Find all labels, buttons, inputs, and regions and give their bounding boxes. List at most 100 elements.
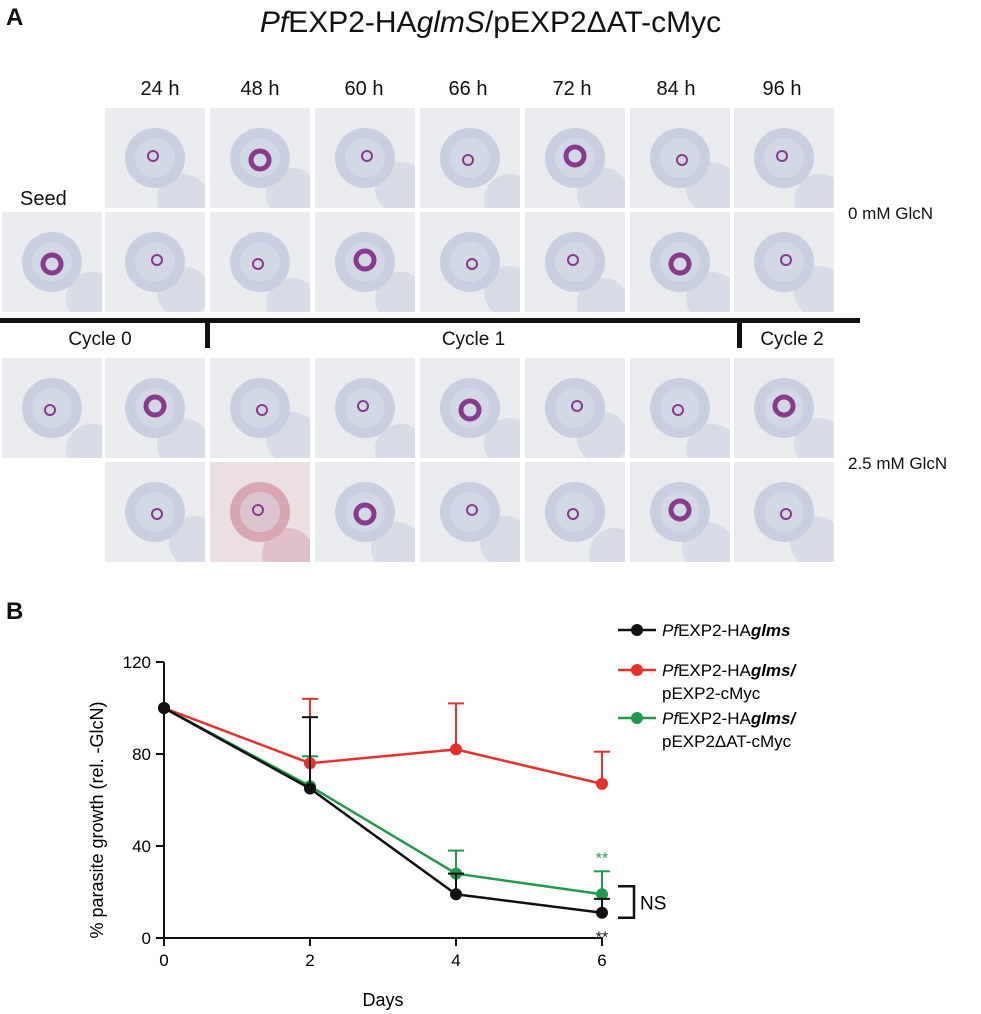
micrograph-tile [105, 462, 205, 562]
data-point [158, 702, 170, 714]
data-point [596, 777, 608, 790]
red-blood-cell-icon [650, 482, 730, 562]
micrograph-tile [630, 212, 730, 312]
micrograph-tile [630, 108, 730, 208]
cycle-0-label: Cycle 0 [68, 329, 132, 350]
x-tick-label: 6 [597, 951, 606, 970]
y-tick-label: 40 [132, 837, 151, 856]
micrograph-tile [630, 358, 730, 458]
red-blood-cell-icon [545, 232, 625, 312]
micrograph-tile [525, 462, 625, 562]
red-blood-cell-icon [440, 232, 520, 312]
significance-black: ** [596, 930, 608, 947]
red-blood-cell-icon [230, 378, 310, 458]
y-tick-label: 80 [132, 745, 151, 764]
red-blood-cell-icon [650, 128, 730, 208]
micrograph-tile [315, 462, 415, 562]
panel-a-letter: A [6, 4, 24, 31]
micrograph-tile [210, 108, 310, 208]
micrograph-tile [734, 358, 834, 458]
red-blood-cell-icon [440, 378, 520, 458]
red-blood-cell-icon [754, 128, 834, 208]
y-tick-label: 0 [142, 929, 151, 948]
micrograph-tile [315, 108, 415, 208]
micrograph-tile [2, 358, 102, 458]
data-point [450, 888, 462, 901]
x-tick-label: 2 [305, 951, 314, 970]
data-point [450, 743, 462, 756]
micrograph-tile [525, 212, 625, 312]
red-blood-cell-icon [335, 128, 415, 208]
seed-label: Seed [20, 188, 67, 210]
micrograph-tile [420, 212, 520, 312]
red-blood-cell-icon [125, 378, 205, 458]
cycle-2-label: Cycle 2 [760, 329, 824, 350]
micrograph-tile [105, 108, 205, 208]
micrograph-tile [2, 212, 102, 312]
ns-label: NS [640, 894, 666, 915]
legend-label-line2: pEXP2-cMyc [662, 684, 761, 703]
data-point [596, 888, 608, 901]
legend-marker [631, 664, 643, 676]
micrograph-tile [210, 212, 310, 312]
ns-bracket [618, 885, 636, 919]
red-blood-cell-icon [754, 378, 834, 458]
red-blood-cell-icon [335, 378, 415, 458]
micrograph-tile [525, 108, 625, 208]
red-blood-cell-icon [650, 232, 730, 312]
significance-green: ** [596, 850, 608, 867]
cycle-divider [0, 318, 860, 323]
red-blood-cell-icon [335, 232, 415, 312]
time-label-72h: 72 h [552, 78, 592, 100]
red-blood-cell-icon [545, 482, 625, 562]
data-point [596, 906, 608, 919]
red-blood-cell-icon [22, 232, 102, 312]
micrograph-tile [315, 212, 415, 312]
time-label-96h: 96 h [762, 78, 802, 100]
x-tick-label: 0 [159, 951, 168, 970]
series-0 [158, 702, 610, 919]
red-blood-cell-icon [230, 232, 310, 312]
micrograph-tile [734, 108, 834, 208]
series-line [163, 706, 603, 896]
condition-0mm: 0 mM GlcN [848, 204, 933, 223]
time-label-48h: 48 h [240, 78, 280, 100]
y-axis-label: % parasite growth (rel. -GlcN) [87, 701, 107, 938]
micrograph-tile [210, 358, 310, 458]
red-blood-cell-icon [650, 378, 730, 458]
panel-a-title: PfEXP2-HAglmS/pEXP2ΔAT-cMyc [259, 6, 722, 39]
micrograph-tile [210, 462, 310, 562]
growth-chart: 0 40 80 120 0 2 4 6 Days % parasite growth (rel. … [87, 621, 797, 1010]
time-label-66h: 66 h [448, 78, 488, 100]
series-line [163, 706, 603, 786]
micrograph-tile [420, 462, 520, 562]
red-blood-cell-icon [125, 128, 205, 208]
series-1 [158, 697, 610, 790]
time-label-60h: 60 h [344, 78, 384, 100]
data-point [304, 782, 316, 795]
red-blood-cell-icon [754, 232, 834, 312]
cycle-tick-1 [205, 322, 210, 348]
red-blood-cell-icon [335, 482, 415, 562]
red-blood-cell-icon [22, 378, 102, 458]
chart-legend: PfEXP2-HAglms PfEXP2-HAglms/pEXP2-cMyc PfE… [618, 621, 797, 751]
cycle-1-label: Cycle 1 [441, 329, 506, 350]
time-label-24h: 24 h [140, 78, 180, 100]
micrograph-tile [734, 212, 834, 312]
time-label-84h: 84 h [656, 78, 696, 100]
legend-label: PfEXP2-HAglms [662, 621, 791, 640]
y-tick-label: 120 [123, 653, 151, 672]
red-blood-cell-icon [230, 482, 310, 562]
red-blood-cell-icon [440, 128, 520, 208]
micrograph-tile [630, 462, 730, 562]
chart-series [158, 697, 610, 919]
micrograph-tile [525, 358, 625, 458]
panel-b-letter: B [6, 598, 24, 625]
micrograph-tile [105, 358, 205, 458]
legend-marker [631, 624, 643, 636]
x-axis-label: Days [362, 990, 403, 1010]
cycle-tick-2 [737, 322, 742, 348]
red-blood-cell-icon [125, 482, 205, 562]
red-blood-cell-icon [440, 482, 520, 562]
micrograph-tile [420, 108, 520, 208]
